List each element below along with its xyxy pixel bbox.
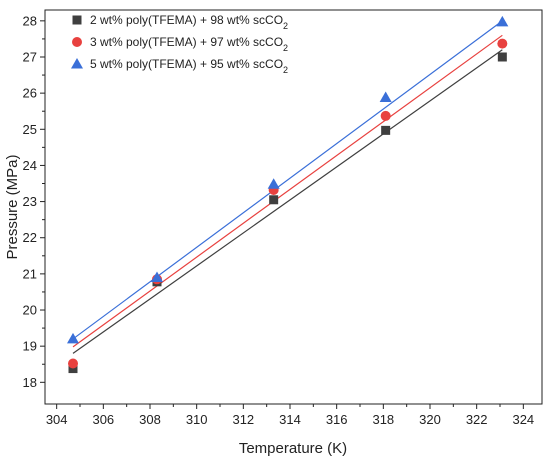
x-tick-label: 316 — [326, 412, 348, 427]
legend-marker-triangle — [71, 58, 83, 69]
y-tick-label: 27 — [23, 49, 37, 64]
y-tick-label: 23 — [23, 194, 37, 209]
data-point-circle — [380, 110, 391, 121]
y-tick-label: 20 — [23, 303, 37, 318]
legend-item-1: 3 wt% poly(TFEMA) + 97 wt% scCO2 — [72, 35, 288, 53]
y-tick-label: 22 — [23, 230, 37, 245]
data-points — [67, 15, 509, 374]
data-point-square — [269, 195, 279, 205]
y-tick-label: 18 — [23, 375, 37, 390]
x-tick-label: 318 — [372, 412, 394, 427]
y-tick-label: 24 — [23, 158, 37, 173]
y-tick-label: 25 — [23, 122, 37, 137]
x-tick-label: 324 — [512, 412, 534, 427]
y-tick-label: 21 — [23, 266, 37, 281]
x-tick-label: 310 — [186, 412, 208, 427]
legend-item-0: 2 wt% poly(TFEMA) + 98 wt% scCO2 — [72, 13, 288, 31]
data-point-square — [381, 125, 391, 135]
y-tick-label: 28 — [23, 13, 37, 28]
fit-line-circle — [72, 34, 503, 348]
data-point-triangle — [267, 178, 280, 189]
legend-marker-triangle — [71, 58, 83, 69]
legend-label-0: 2 wt% poly(TFEMA) + 98 wt% scCO2 — [90, 13, 288, 31]
x-axis-title: Temperature (K) — [239, 440, 347, 457]
fit-lines — [72, 20, 503, 354]
legend-label-2: 5 wt% poly(TFEMA) + 95 wt% scCO2 — [90, 57, 288, 75]
x-tick-label: 322 — [466, 412, 488, 427]
legend-marker-square — [72, 15, 82, 25]
fit-line-triangle — [72, 20, 503, 340]
legend-marker-square — [72, 15, 82, 25]
legend-label-1: 3 wt% poly(TFEMA) + 97 wt% scCO2 — [90, 35, 288, 53]
data-point-square — [497, 52, 507, 62]
legend-item-2: 5 wt% poly(TFEMA) + 95 wt% scCO2 — [71, 57, 288, 75]
plot-frame — [44, 9, 543, 405]
x-tick-label: 312 — [232, 412, 254, 427]
data-point-triangle — [496, 15, 509, 27]
data-point-triangle — [67, 332, 79, 344]
data-point-triangle — [151, 271, 163, 282]
x-tick-label: 314 — [279, 412, 301, 427]
x-tick-label: 306 — [92, 412, 114, 427]
data-point-square — [68, 364, 78, 374]
data-point-circle — [497, 38, 508, 49]
y-tick-label: 19 — [23, 339, 37, 354]
legend-marker-circle — [72, 37, 82, 47]
y-axis-title: Pressure (MPa) — [4, 154, 21, 259]
x-tick-label: 308 — [139, 412, 161, 427]
data-point-circle — [68, 358, 78, 369]
legend: 2 wt% poly(TFEMA) + 98 wt% scCO2 3 wt% p… — [71, 13, 288, 75]
fit-line-square — [72, 49, 503, 354]
data-point-triangle — [379, 91, 392, 102]
axis-ticks: 304 306 308 310 312 314 316 318 320 322 324 18 19 20 2… — [23, 13, 535, 427]
x-tick-label: 304 — [46, 412, 68, 427]
x-tick-label: 320 — [419, 412, 441, 427]
legend-marker-circle — [72, 37, 82, 47]
y-tick-label: 26 — [23, 86, 37, 101]
